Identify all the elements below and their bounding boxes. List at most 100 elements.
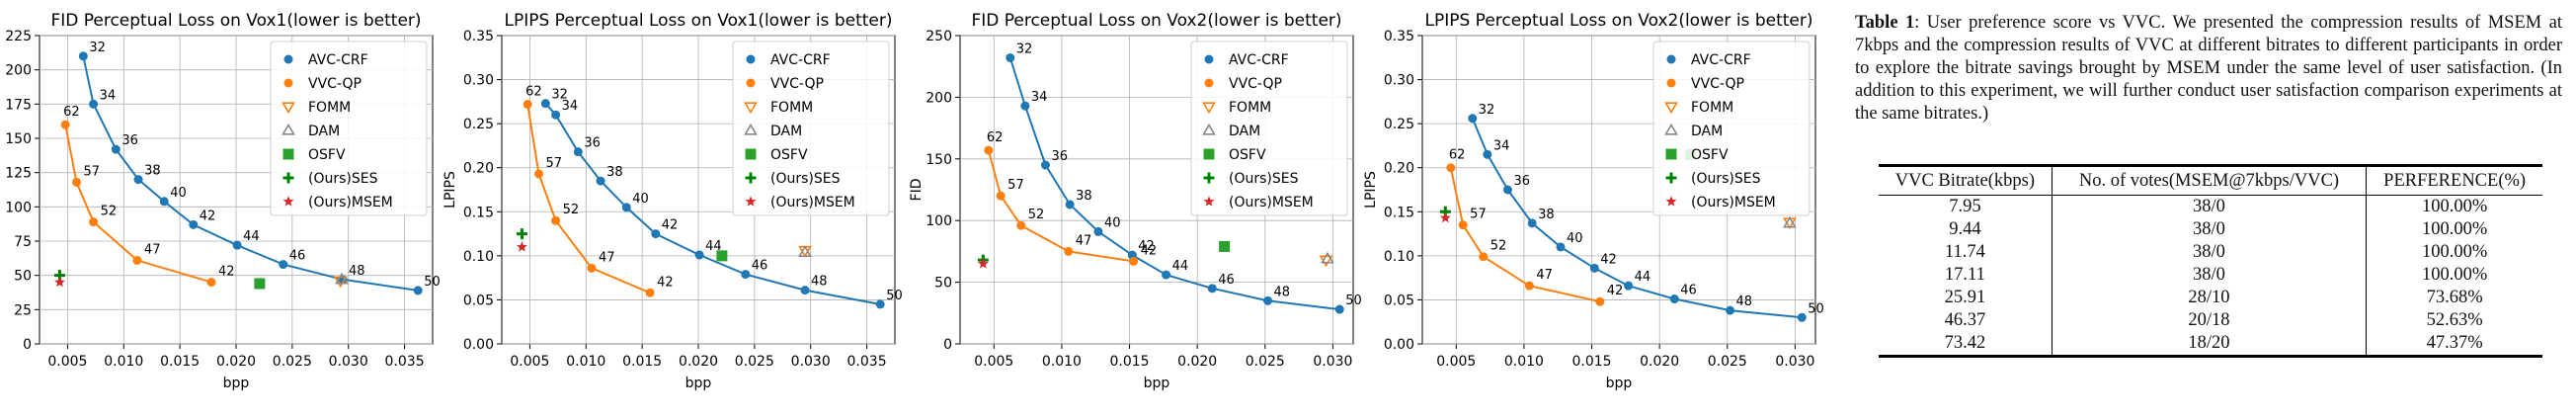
y-axis-label: FID (0, 179, 4, 202)
point-label: 57 (546, 156, 563, 171)
point-label: 36 (121, 133, 138, 148)
legend-marker (744, 102, 758, 115)
point-label: 36 (1051, 149, 1068, 164)
point-label: 44 (1635, 270, 1651, 285)
chart-title: FID Perceptual Loss on Vox1(lower is bet… (50, 11, 421, 31)
data-point (72, 177, 82, 187)
data-point (133, 175, 143, 185)
point-label: 44 (1172, 259, 1189, 274)
data-point (89, 99, 99, 109)
x-tick-label: 0.020 (1177, 354, 1217, 370)
data-point (1595, 296, 1605, 306)
x-tick-label: 0.030 (1775, 354, 1814, 370)
y-tick-label: 0 (943, 337, 952, 353)
data-point (534, 169, 544, 179)
point-label: 52 (1028, 208, 1045, 222)
point-label: 40 (170, 186, 187, 201)
cell-preference: 100.00% (2366, 241, 2542, 264)
series-vvc-qp: 62 57 52 47 42 (984, 130, 1157, 266)
data-point (645, 288, 655, 297)
y-tick-label: 0.35 (463, 29, 494, 44)
point-label: 46 (1218, 273, 1235, 288)
data-point (996, 191, 1006, 201)
data-point (551, 110, 561, 120)
y-tick-label: 0.00 (463, 337, 494, 353)
point-label: 57 (1007, 178, 1024, 193)
y-tick-label: 0.20 (1384, 161, 1414, 177)
legend-marker (1203, 172, 1215, 184)
legend-label: AVC-CRF (770, 52, 831, 68)
table-row: 25.91 28/10 73.68% (1879, 287, 2542, 309)
y-tick-label: 150 (5, 131, 32, 147)
data-point (1321, 251, 1334, 264)
data-point (977, 258, 989, 269)
cell-bitrate: 46.37 (1944, 310, 1986, 330)
y-tick-label: 0.35 (1384, 29, 1414, 44)
y-tick-label: 200 (926, 90, 952, 106)
legend-label: (Ours)MSEM (1691, 195, 1776, 210)
caption-text: : User preference score vs VVC. We prese… (1855, 13, 2562, 124)
legend-label: DAM (308, 124, 340, 139)
data-point (1458, 220, 1468, 230)
data-point (741, 270, 751, 280)
point-label: 48 (349, 264, 365, 279)
data-point (1783, 215, 1797, 228)
y-tick-label: 0.05 (1384, 293, 1414, 308)
data-point (1468, 114, 1478, 124)
data-point (232, 240, 242, 250)
chart-2: LPIPS Perceptual Loss on Vox1(lower is b… (443, 11, 903, 391)
data-point (111, 144, 121, 154)
point-label: 47 (599, 250, 615, 265)
data-point (279, 260, 288, 270)
legend-label: FOMM (770, 100, 813, 116)
legend-label: (Ours)SES (1691, 171, 1761, 187)
legend-marker (745, 172, 757, 184)
legend-label: (Ours)SES (1229, 171, 1299, 187)
data-point (621, 203, 631, 212)
cell-votes: 28/10 (2051, 287, 2367, 309)
cell-bitrate: 11.74 (1944, 242, 1985, 262)
x-tick-label: 0.025 (1246, 354, 1285, 370)
data-point (694, 250, 704, 260)
point-label: 40 (1104, 215, 1121, 230)
x-tick-label: 0.035 (385, 354, 425, 370)
table-row: 17.11 38/0 100.00% (1879, 264, 2542, 287)
legend-label: AVC-CRF (308, 52, 368, 68)
legend-marker (1665, 196, 1677, 207)
y-tick-label: 50 (934, 276, 952, 292)
y-tick-label: 0.25 (463, 117, 494, 132)
legend-box (1190, 41, 1348, 216)
series-dam (334, 272, 349, 285)
legend-marker (1666, 78, 1676, 88)
point-label: 46 (752, 259, 768, 274)
preference-table: VVC Bitrate(kbps) No. of votes(MSEM@7kbp… (1879, 164, 2542, 358)
legend-marker (745, 148, 757, 160)
data-point (1334, 304, 1344, 314)
legend-label: VVC-QP (770, 76, 824, 92)
legend-label: (Ours)MSEM (770, 195, 855, 210)
y-tick-label: 0 (23, 337, 32, 353)
point-label: 32 (89, 41, 106, 55)
legend-marker (1666, 54, 1676, 64)
point-label: 34 (1493, 138, 1510, 153)
point-label: 40 (632, 192, 649, 207)
point-label: 62 (525, 85, 542, 100)
y-tick-label: 0.20 (463, 161, 494, 177)
series-vvc-qp: 62 57 52 47 42 (523, 85, 674, 297)
x-tick-label: 0.025 (735, 354, 774, 370)
series-line (1471, 118, 1803, 319)
x-tick-label: 0.005 (974, 354, 1013, 370)
point-label: 38 (1076, 189, 1092, 204)
series-dam (1321, 251, 1334, 264)
legend-marker (1665, 172, 1677, 184)
legend-marker (1664, 123, 1678, 135)
y-tick-label: 0.15 (1384, 205, 1414, 220)
data-point (1020, 101, 1030, 111)
x-tick-label: 0.005 (1436, 354, 1476, 370)
data-point (800, 286, 810, 295)
legend-label: FOMM (1691, 100, 1733, 116)
point-label: 47 (1536, 268, 1553, 283)
legend-marker (1204, 54, 1214, 64)
